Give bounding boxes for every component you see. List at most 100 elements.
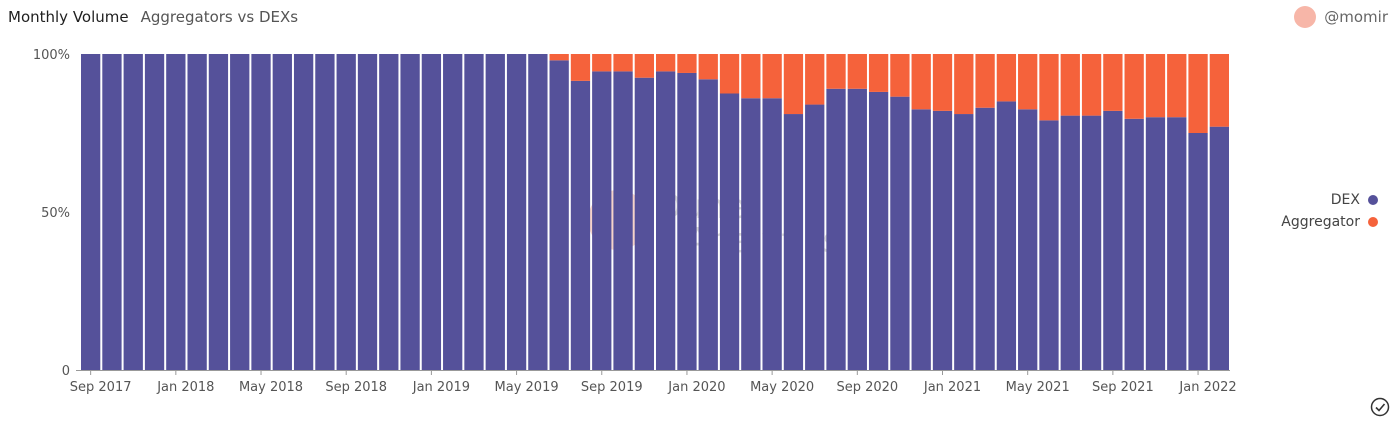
- bar-dex: [932, 110, 953, 370]
- chart-header: Monthly Volume Aggregators vs DEXs: [8, 8, 298, 30]
- bar-dex: [805, 104, 825, 370]
- bar-dex: [1081, 115, 1102, 371]
- bar-dex: [315, 54, 335, 370]
- bar-aggregator: [826, 54, 846, 89]
- bar-aggregator: [634, 54, 654, 78]
- bar-dex: [656, 71, 676, 370]
- bar-dex: [549, 60, 569, 370]
- y-tick-label: 50%: [41, 206, 70, 221]
- bar-aggregator: [656, 54, 676, 72]
- bar-aggregator: [1060, 54, 1080, 116]
- bar-dex: [443, 54, 463, 370]
- y-tick-label: 100%: [33, 48, 70, 63]
- legend-item-dex[interactable]: DEX: [1331, 192, 1378, 208]
- bar-aggregator: [1167, 54, 1187, 118]
- legend-swatch-aggregator: [1368, 217, 1378, 227]
- bar-dex: [677, 72, 697, 371]
- bar-aggregator: [1081, 54, 1102, 116]
- bar-dex: [421, 54, 442, 370]
- x-tick-label: Jan 2019: [412, 380, 470, 395]
- bar-aggregator: [783, 54, 804, 115]
- bar-dex: [336, 54, 356, 370]
- x-tick-label: May 2019: [495, 380, 559, 395]
- x-tick-label: Sep 2020: [836, 380, 898, 395]
- chart-subtitle: Aggregators vs DEXs: [140, 8, 299, 26]
- bar-dex: [251, 54, 271, 370]
- bar-aggregator: [570, 54, 591, 81]
- bar-dex: [187, 54, 207, 370]
- bar-aggregator: [890, 54, 910, 97]
- chart-legend: DEX Aggregator: [1281, 192, 1378, 230]
- author-handle: @momir: [1324, 8, 1388, 26]
- bar-aggregator: [549, 54, 569, 61]
- bar-dex: [1188, 133, 1208, 370]
- chart-title: Monthly Volume: [8, 8, 129, 26]
- x-tick-label: May 2020: [750, 380, 814, 395]
- bar-dex: [1060, 115, 1080, 371]
- bar-aggregator: [1124, 54, 1144, 119]
- check-circle-icon[interactable]: [1370, 397, 1390, 421]
- bar-dex: [996, 101, 1017, 371]
- bar-aggregator: [911, 54, 931, 110]
- bar-dex: [698, 79, 718, 370]
- bar-aggregator: [592, 54, 612, 72]
- bar-dex: [1209, 126, 1229, 371]
- bar-dex: [762, 98, 782, 371]
- bar-dex: [613, 71, 633, 370]
- bar-dex: [1124, 118, 1144, 370]
- bar-aggregator: [613, 54, 633, 72]
- bar-aggregator: [1018, 54, 1038, 110]
- bar-dex: [166, 54, 186, 370]
- bar-dex: [272, 54, 292, 370]
- bar-dex: [1018, 109, 1038, 371]
- bar-dex: [592, 71, 612, 370]
- bar-dex: [230, 54, 250, 370]
- x-tick-label: Jan 2020: [667, 380, 725, 395]
- bar-aggregator: [868, 54, 889, 92]
- bar-aggregator: [698, 54, 718, 80]
- bar-dex: [485, 54, 505, 370]
- bar-aggregator: [1103, 54, 1123, 111]
- bar-dex: [1167, 117, 1187, 370]
- bar-aggregator: [805, 54, 825, 105]
- bar-aggregator: [932, 54, 953, 111]
- x-tick-label: May 2021: [1006, 380, 1070, 395]
- bar-dex: [400, 54, 420, 370]
- bar-dex: [144, 54, 165, 370]
- avatar: [1294, 6, 1317, 28]
- author-link[interactable]: @momir: [1294, 6, 1388, 28]
- bar-dex: [826, 88, 846, 370]
- bar-aggregator: [1039, 54, 1059, 121]
- bar-aggregator: [996, 54, 1017, 102]
- x-tick-label: Sep 2019: [581, 380, 643, 395]
- bar-dex: [357, 54, 378, 370]
- bar-aggregator: [677, 54, 697, 73]
- bar-aggregator: [1145, 54, 1166, 118]
- bar-dex: [293, 54, 314, 370]
- legend-swatch-dex: [1368, 195, 1378, 205]
- bar-dex: [379, 54, 399, 370]
- bar-dex: [911, 109, 931, 371]
- x-tick-label: May 2018: [239, 380, 303, 395]
- bar-dex: [506, 54, 527, 370]
- bar-dex: [81, 54, 101, 370]
- x-tick-label: Sep 2021: [1092, 380, 1154, 395]
- x-tick-label: Sep 2017: [70, 380, 132, 395]
- bar-dex: [570, 80, 591, 371]
- bar-aggregator: [741, 54, 761, 99]
- bar-dex: [868, 91, 889, 371]
- bar-dex: [1103, 110, 1123, 370]
- bar-dex: [123, 54, 143, 370]
- bar-aggregator: [762, 54, 782, 99]
- bar-dex: [954, 114, 974, 370]
- legend-label-aggregator: Aggregator: [1281, 214, 1360, 230]
- x-tick-label: Jan 2018: [156, 380, 214, 395]
- y-tick-label: 0: [62, 364, 70, 379]
- bar-dex: [890, 96, 910, 370]
- legend-label-dex: DEX: [1330, 192, 1360, 208]
- bar-aggregator: [975, 54, 995, 108]
- bar-aggregator: [1209, 54, 1229, 127]
- bar-dex: [975, 107, 995, 370]
- legend-item-aggregator[interactable]: Aggregator: [1281, 214, 1378, 230]
